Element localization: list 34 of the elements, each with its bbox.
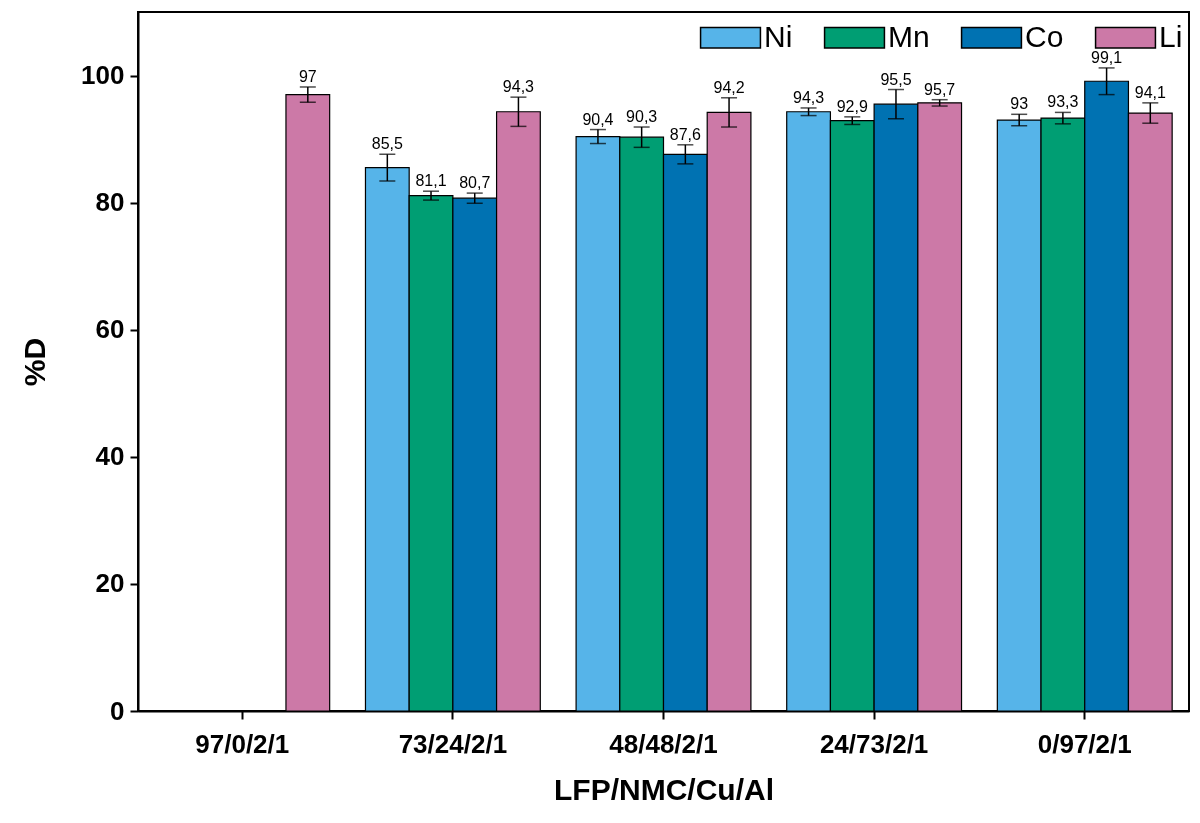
data-label: 87,6 (669, 125, 702, 143)
data-label: 99,1 (1091, 48, 1123, 66)
data-label: 94,2 (713, 78, 745, 96)
x-axis-title: LFP/NMC/Cu/Al (554, 772, 774, 806)
legend-label: Ni (764, 19, 793, 53)
x-tick-label: 0/97/2/1 (1037, 728, 1132, 759)
y-tick-label: 0 (110, 695, 125, 726)
data-label: 95,5 (880, 70, 912, 88)
data-label: 95,7 (924, 80, 956, 98)
y-tick-label: 80 (95, 187, 125, 218)
x-tick-label: 48/48/2/1 (609, 728, 718, 759)
legend-label: Mn (888, 19, 930, 53)
data-label: 92,9 (836, 97, 868, 115)
data-label: 85,5 (371, 135, 403, 153)
data-label: 81,1 (415, 172, 447, 190)
data-label: 93,3 (1047, 93, 1079, 111)
data-label: 90,4 (582, 110, 614, 128)
data-label: 94,3 (793, 88, 825, 106)
data-label: 90,3 (626, 108, 658, 126)
data-label: 80,7 (459, 174, 491, 192)
y-tick-label: 60 (95, 314, 125, 345)
y-tick-label: 40 (95, 441, 125, 472)
legend-label: Co (1025, 19, 1064, 53)
legend-label: Li (1159, 19, 1183, 53)
data-label: 94,1 (1134, 83, 1166, 101)
data-label: 93 (1010, 95, 1029, 113)
data-label: 94,3 (502, 78, 535, 96)
x-tick-label: 97/0/2/1 (195, 728, 290, 759)
data-label: 97 (298, 67, 317, 85)
x-tick-label: 24/73/2/1 (819, 728, 929, 759)
y-tick-label: 100 (81, 60, 125, 91)
x-tick-label: 73/24/2/1 (398, 728, 508, 759)
y-tick-label: 20 (95, 568, 125, 599)
y-axis-title: %D (18, 337, 52, 387)
